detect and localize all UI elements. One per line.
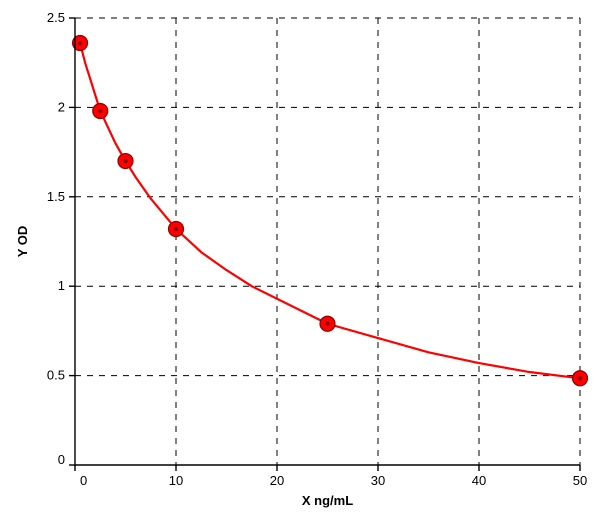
y-tick-label: 0 — [58, 452, 65, 467]
chart-container: { "chart":{ "type":"line-scatter", "widt… — [0, 0, 600, 516]
data-marker-dot — [578, 376, 582, 380]
x-tick-label: 50 — [573, 473, 587, 488]
x-tick-label: 40 — [472, 473, 486, 488]
y-tick-label: 1.5 — [47, 189, 65, 204]
x-tick-label: 30 — [371, 473, 385, 488]
data-marker-dot — [78, 41, 82, 45]
y-tick-label: 2 — [58, 99, 65, 114]
y-tick-label: 1 — [58, 278, 65, 293]
x-axis-label: X ng/mL — [302, 493, 353, 508]
data-marker-dot — [174, 227, 178, 231]
x-tick-label: 20 — [270, 473, 284, 488]
y-tick-label: 0.5 — [47, 368, 65, 383]
data-marker-dot — [123, 159, 127, 163]
x-tick-label: 0 — [80, 473, 87, 488]
x-tick-label: 10 — [169, 473, 183, 488]
y-tick-label: 2.5 — [47, 10, 65, 25]
data-marker-dot — [98, 109, 102, 113]
chart-svg: 0 10 20 30 40 50 0 0.5 1 1.5 2 2.5 X ng/mL Y OD — [0, 0, 600, 516]
y-axis-label: Y OD — [15, 226, 30, 258]
data-marker-dot — [325, 322, 329, 326]
